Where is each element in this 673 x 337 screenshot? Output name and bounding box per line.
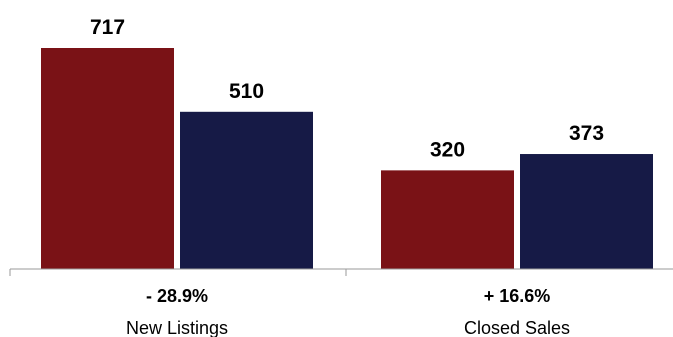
bars-group: [41, 48, 653, 269]
labels-group: 717 510 - 28.9% New Listings 320 373 + 16.6% Cl…: [90, 16, 604, 337]
category-label: Closed Sales: [464, 318, 570, 337]
bar-closed-sales-1: [381, 170, 514, 269]
bar-new-listings-2: [180, 111, 313, 269]
bar-value-label: 717: [90, 16, 125, 39]
change-percent-label: + 16.6%: [484, 286, 551, 306]
change-percent-label: - 28.9%: [146, 286, 208, 306]
bar-closed-sales-2: [520, 154, 653, 269]
category-label: New Listings: [126, 318, 228, 337]
bar-value-label: 373: [569, 122, 604, 145]
bar-value-label: 320: [430, 138, 465, 161]
bar-new-listings-1: [41, 48, 174, 269]
bar-value-label: 510: [229, 80, 264, 103]
